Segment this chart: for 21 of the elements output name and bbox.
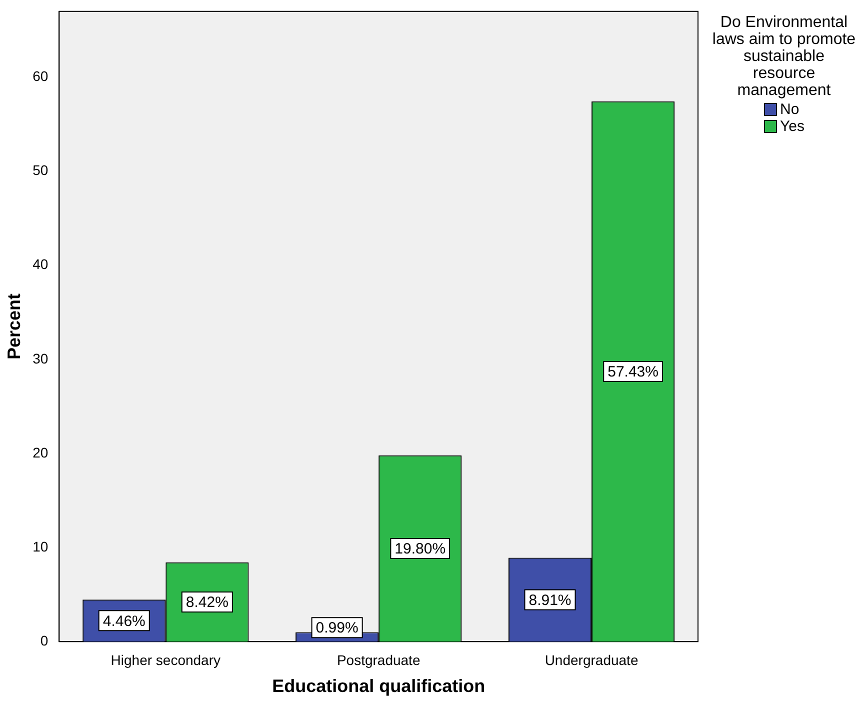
data-label: 4.46% — [102, 612, 146, 630]
data-label: 57.43% — [608, 364, 658, 381]
y-tick-label: 40 — [32, 256, 48, 272]
data-label: 0.99% — [316, 620, 358, 637]
data-label: 8.42% — [186, 594, 228, 612]
y-tick-label: 30 — [32, 350, 48, 366]
x-tick-label: Postgraduate — [336, 652, 420, 668]
legend-label: No — [780, 101, 800, 118]
y-tick-label: 20 — [32, 444, 48, 460]
y-tick-label: 0 — [40, 632, 48, 648]
y-tick-label: 50 — [32, 162, 48, 178]
legend-title: Do Environmental laws aim to promote sustainable resource management — [712, 14, 856, 99]
legend-label: Yes — [780, 118, 804, 135]
y-tick-label: 60 — [32, 68, 48, 84]
x-tick-label: Undergraduate — [544, 652, 638, 668]
x-tick-label: Higher secondary — [110, 652, 221, 668]
y-axis-title: Percent — [4, 293, 24, 360]
y-tick-label: 10 — [32, 538, 48, 554]
data-label: 19.80% — [394, 540, 446, 558]
data-label: 8.91% — [528, 592, 572, 609]
x-axis-title: Educational qualification — [272, 676, 486, 696]
